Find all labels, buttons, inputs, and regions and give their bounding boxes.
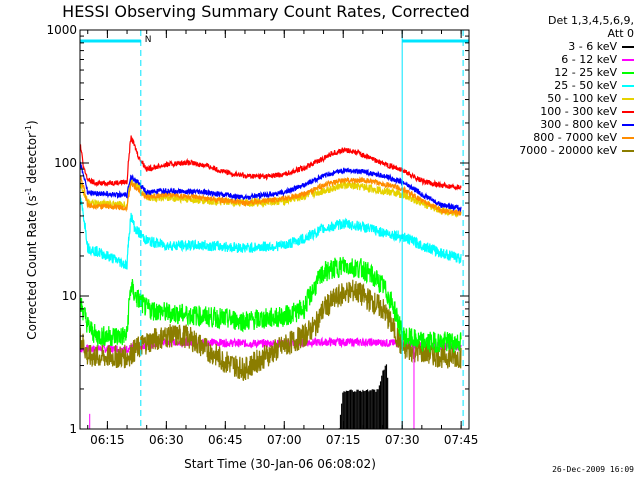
legend-swatch (622, 84, 634, 87)
series-line (80, 194, 462, 270)
y-axis-label: Corrected Count Rate (s-1 detector-1) (24, 120, 39, 339)
legend-entry: 6 - 12 keV (484, 53, 634, 66)
x-tick-label: 06:45 (208, 433, 243, 447)
legend-label: 300 - 800 keV (540, 118, 617, 131)
y-tick-label: 100 (54, 156, 77, 170)
legend-label: 6 - 12 keV (561, 53, 617, 66)
legend-swatch (622, 45, 634, 48)
series-line (80, 135, 462, 191)
legend-header-line1: Det 1,3,4,5,6,9, (547, 14, 634, 27)
series-line (80, 175, 462, 217)
legend-label: 7000 - 20000 keV (519, 144, 617, 157)
flag-label: N (145, 35, 152, 45)
x-tick-label: 07:45 (444, 433, 479, 447)
x-tick-label: 07:15 (326, 433, 361, 447)
legend-entry: 50 - 100 keV (484, 92, 634, 105)
legend-header-line2: Att 0 (607, 27, 634, 40)
legend-swatch (622, 71, 634, 74)
legend-swatch (622, 136, 634, 139)
generation-date: 26-Dec-2009 16:09 (552, 465, 634, 474)
x-axis-label: Start Time (30-Jan-06 06:08:02) (184, 457, 376, 471)
legend-swatch (622, 58, 634, 61)
legend-entry: 800 - 7000 keV (484, 131, 634, 144)
legend-label: 50 - 100 keV (547, 92, 617, 105)
legend-swatch (622, 123, 634, 126)
y-tick-label: 10 (62, 289, 77, 303)
x-tick-label: 07:00 (267, 433, 302, 447)
legend-entry: 3 - 6 keV (484, 40, 634, 53)
legend-entry: 300 - 800 keV (484, 118, 634, 131)
x-tick-label: 06:30 (149, 433, 184, 447)
series-line (80, 175, 462, 218)
series-line (80, 256, 462, 353)
legend-entry: 7000 - 20000 keV (484, 144, 634, 157)
plot-frame (79, 29, 470, 430)
legend-label: 3 - 6 keV (568, 40, 617, 53)
series-line (80, 161, 462, 213)
y-tick-label: 1000 (46, 23, 77, 37)
legend-entry: 25 - 50 keV (484, 79, 634, 92)
legend-swatch (622, 149, 634, 152)
legend-label: 12 - 25 keV (554, 66, 617, 79)
legend-label: 800 - 7000 keV (533, 131, 617, 144)
x-tick-label: 07:30 (385, 433, 420, 447)
legend-label: 25 - 50 keV (554, 79, 617, 92)
legend: Det 1,3,4,5,6,9, Att 0 3 - 6 keV 6 - 12 k… (484, 14, 634, 157)
y-tick-label: 1 (69, 422, 77, 436)
legend-entry: 12 - 25 keV (484, 66, 634, 79)
x-tick-label: 06:15 (90, 433, 125, 447)
chart-title: HESSI Observing Summary Count Rates, Cor… (62, 2, 470, 21)
legend-entry: 100 - 300 keV (484, 105, 634, 118)
legend-label: 100 - 300 keV (540, 105, 617, 118)
legend-swatch (622, 110, 634, 113)
legend-swatch (622, 97, 634, 100)
